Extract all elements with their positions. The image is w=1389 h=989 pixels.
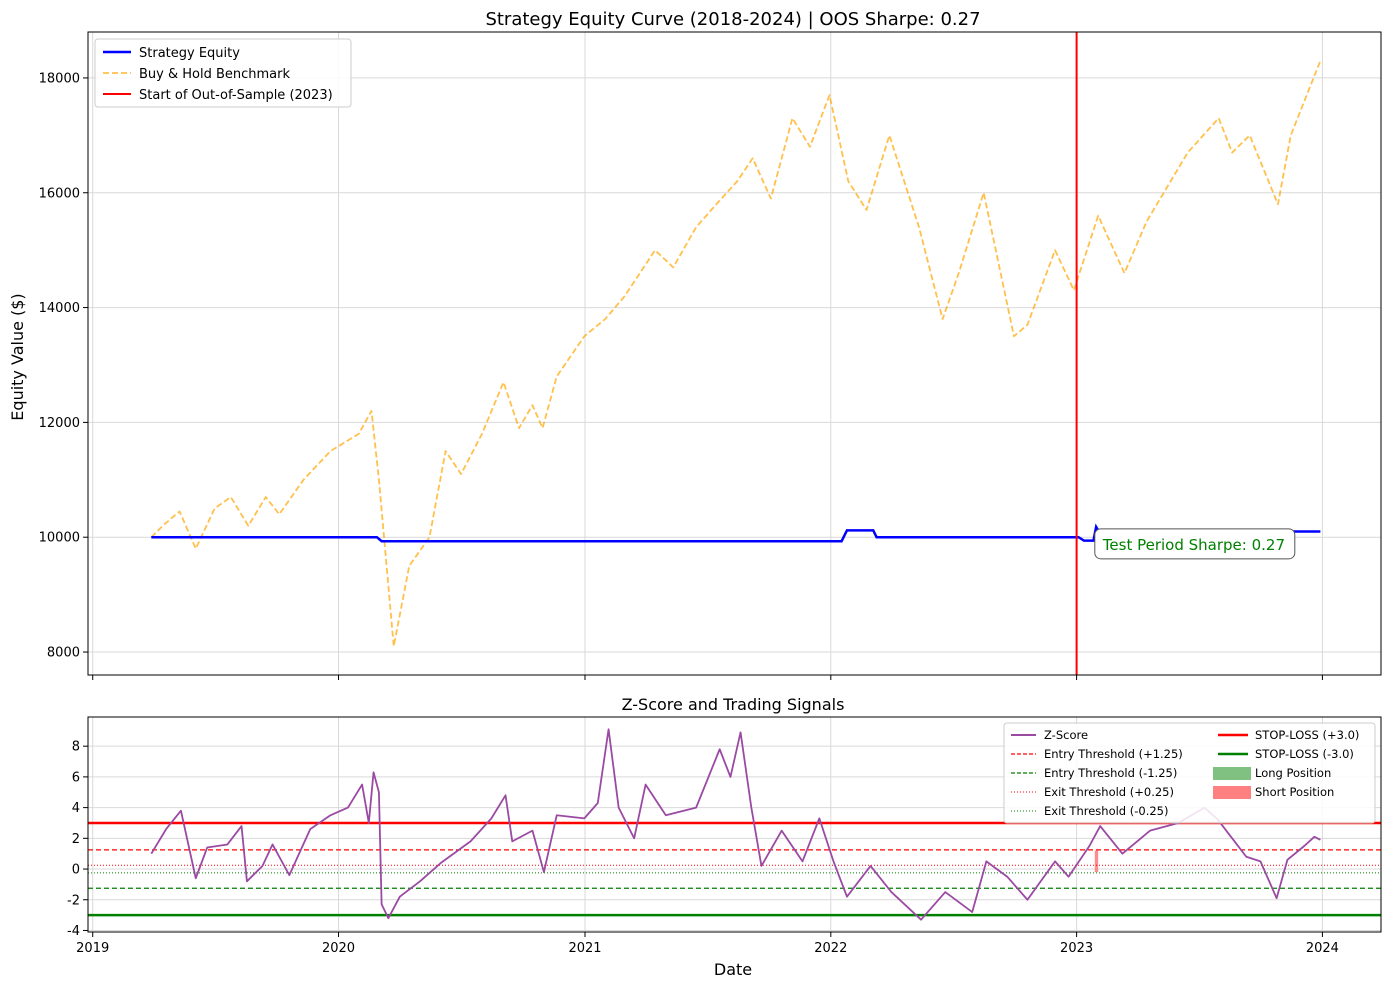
sharpe-annotation: Test Period Sharpe: 0.27: [1094, 528, 1296, 560]
equity-series-group: [150, 32, 1322, 675]
legend-swatch-short: [1213, 786, 1251, 799]
zscore-x-tick-label-2024: 2024: [1306, 941, 1339, 956]
zscore-x-tick-label-2023: 2023: [1060, 941, 1093, 956]
equity-y-ticks: 8000 10000 12000 14000 16000 18000: [39, 71, 1323, 680]
legend-label-long: Long Position: [1255, 766, 1331, 780]
zscore-line: [150, 728, 1321, 921]
zscore-axes-border: [87, 716, 1382, 933]
equity-legend: Strategy Equity Buy & Hold Benchmark Sta…: [94, 38, 352, 108]
legend-label-entry-upper: Entry Threshold (+1.25): [1044, 747, 1183, 761]
zscore-legend: Z-Score Entry Threshold (+1.25) Entry Th…: [1003, 722, 1376, 824]
equity-y-tick-label: 8000: [47, 646, 80, 661]
zscore-x-ticks: 2019 2020 2021 2022 2023 2024: [76, 932, 1339, 956]
legend-label-benchmark: Buy & Hold Benchmark: [139, 67, 290, 82]
legend-label-entry-lower: Entry Threshold (-1.25): [1044, 766, 1177, 780]
legend-label-oos-start: Start of Out-of-Sample (2023): [139, 88, 333, 103]
sharpe-annotation-box: [1094, 528, 1296, 560]
zscore-y-tick-label: 4: [72, 801, 80, 816]
equity-panel: Strategy Equity Curve (2018-2024) | OOS …: [8, 9, 1382, 680]
zscore-y-tick-label: 0: [72, 863, 80, 878]
legend-label-zscore: Z-Score: [1044, 728, 1088, 742]
legend-label-stop-lower: STOP-LOSS (-3.0): [1255, 747, 1354, 761]
equity-grid: [88, 32, 1381, 675]
zscore-panel: Z-Score and Trading Signals -4 -2 0 2 4 6 8 20…: [67, 695, 1382, 979]
zscore-legend-box: [1003, 722, 1376, 824]
equity-y-tick-label: 14000: [39, 301, 80, 316]
zscore-y-tick-label: -2: [67, 893, 80, 908]
legend-label-stop-upper: STOP-LOSS (+3.0): [1255, 728, 1359, 742]
short-position-span: [1094, 850, 1099, 873]
zscore-chart-title: Z-Score and Trading Signals: [622, 695, 845, 714]
zscore-x-tick-label-2021: 2021: [568, 941, 601, 956]
zscore-axes-frame: [87, 716, 1382, 933]
zscore-x-tick-label-2020: 2020: [322, 941, 355, 956]
equity-axes-frame: [87, 31, 1382, 676]
equity-y-tick-label: 18000: [39, 71, 80, 86]
zscore-x-tick-label-2019: 2019: [76, 941, 109, 956]
zscore-y-ticks: -4 -2 0 2 4 6 8: [67, 740, 88, 939]
legend-swatch-long: [1213, 767, 1251, 780]
zscore-y-tick-label: 8: [72, 740, 80, 755]
legend-label-exit-lower: Exit Threshold (-0.25): [1044, 804, 1169, 818]
equity-y-axis-label: Equity Value ($): [8, 293, 27, 420]
equity-y-tick-label: 12000: [39, 416, 80, 431]
zscore-y-tick-label: -4: [67, 924, 80, 939]
zscore-y-tick-label: 2: [72, 832, 80, 847]
equity-chart-title: Strategy Equity Curve (2018-2024) | OOS …: [485, 9, 980, 30]
zscore-x-axis-label: Date: [714, 960, 752, 979]
sharpe-annotation-text: Test Period Sharpe: 0.27: [1102, 536, 1285, 554]
legend-label-exit-upper: Exit Threshold (+0.25): [1044, 785, 1174, 799]
equity-y-tick-label: 16000: [39, 186, 80, 201]
zscore-y-tick-label: 6: [72, 770, 80, 785]
benchmark-line: [150, 60, 1322, 648]
equity-y-tick-label: 10000: [39, 531, 80, 546]
equity-axes-border: [87, 31, 1382, 676]
legend-label-short: Short Position: [1255, 785, 1334, 799]
legend-label-strategy: Strategy Equity: [139, 46, 240, 61]
zscore-x-tick-label-2022: 2022: [814, 941, 847, 956]
equity-legend-box: [94, 38, 352, 108]
